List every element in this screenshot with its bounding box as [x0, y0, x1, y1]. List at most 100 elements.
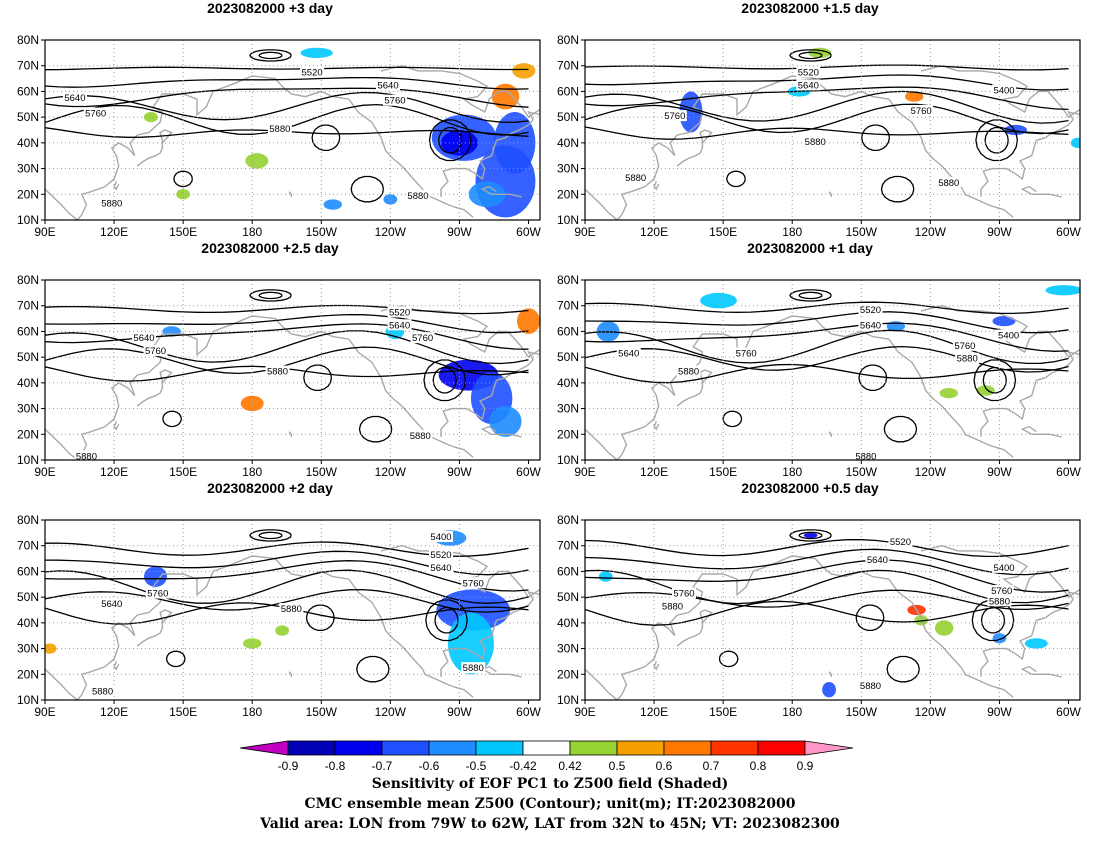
contour-label: 5640 [860, 320, 881, 331]
colorbar-swatch [569, 740, 618, 756]
z500-contour [45, 346, 529, 376]
z500-contour [585, 345, 1069, 373]
x-tick-label: 150W [306, 225, 338, 239]
x-tick-label: 150W [846, 705, 878, 719]
z500-contour [798, 531, 823, 540]
contour-label: 5520 [301, 67, 322, 78]
z500-contour [973, 359, 1017, 402]
coastline [828, 671, 832, 677]
contour-label-bg [461, 662, 486, 674]
contour-label: 5400 [430, 532, 451, 543]
x-tick-label: 120W [915, 225, 947, 239]
x-tick-label: 90E [34, 225, 55, 239]
colorbar-label: 0.8 [750, 759, 767, 773]
sensitivity-shading [275, 625, 290, 636]
x-tick-label: 90W [447, 705, 472, 719]
contour-label-bg [987, 595, 1012, 607]
colorbar-swatch [710, 740, 759, 756]
x-tick-label: 90W [447, 225, 472, 239]
z500-contour [303, 364, 333, 392]
contour-label-bg [83, 107, 108, 119]
contour-label: 5880 [281, 604, 302, 615]
x-tick-label: 90E [34, 705, 55, 719]
y-tick-label: 50N [557, 110, 579, 124]
sensitivity-shading [822, 682, 836, 698]
z500-contour [305, 604, 335, 632]
sensitivity-shading [992, 633, 1007, 644]
z500-contour [45, 91, 529, 123]
z500-contour [45, 76, 529, 90]
colorbar-legend: -0.9 -0.8 -0.7 -0.6 -0.5 -0.42 0.42 0.5 0.6 0.7 0.… [240, 740, 854, 773]
contour-label-bg [992, 561, 1017, 573]
z500-contour [585, 548, 1069, 576]
sensitivity-shading [491, 83, 520, 110]
contour-label: 5880 [957, 354, 978, 365]
sensitivity-shading [176, 189, 191, 200]
x-tick-label: 150W [306, 465, 338, 479]
contour-label-bg [909, 105, 934, 116]
coastline [653, 421, 660, 431]
sensitivity-shading [598, 571, 613, 582]
y-tick-label: 60N [557, 84, 579, 98]
y-tick-label: 50N [557, 350, 579, 364]
coastline [1020, 185, 1062, 198]
z500-contour [45, 87, 529, 108]
x-tick-label: 120W [915, 465, 947, 479]
z500-contour [45, 304, 529, 315]
contour-label-bg [936, 177, 961, 188]
z500-contour [585, 74, 1069, 91]
z500-contour [861, 124, 891, 152]
z500-contour [855, 604, 885, 632]
x-tick-label: 150W [306, 705, 338, 719]
z500-contour [798, 51, 823, 60]
contour-label: 5760 [664, 111, 685, 122]
contour-label-bg [996, 329, 1021, 341]
coastline [480, 665, 522, 678]
coastline [828, 431, 832, 437]
z500-contour [258, 531, 283, 540]
z500-contour [726, 170, 746, 188]
x-tick-label: 150E [169, 705, 197, 719]
y-tick-label: 40N [557, 136, 579, 150]
coastline [113, 421, 120, 431]
coastline [136, 369, 173, 407]
x-tick-label: 180 [242, 705, 262, 719]
z500-contour [45, 323, 529, 350]
x-tick-label: 150E [709, 225, 737, 239]
z500-contour [585, 301, 1069, 315]
x-tick-label: 90E [574, 465, 595, 479]
coastline [828, 191, 832, 197]
contour-label: 5880 [989, 596, 1010, 607]
x-tick-label: 60W [516, 705, 541, 719]
colorbar-label: -0.42 [509, 759, 537, 773]
contour-label-bg [734, 347, 759, 359]
x-tick-label: 60W [1056, 225, 1081, 239]
colorbar-swatch [663, 740, 712, 756]
contour-label-bg [279, 603, 304, 614]
x-tick-label: 60W [1056, 705, 1081, 719]
contour-label-bg [429, 531, 453, 542]
coastline [136, 609, 173, 647]
sensitivity-shading [300, 47, 333, 58]
z500-contour [585, 86, 1069, 111]
z500-contour [45, 330, 529, 365]
contour-label-bg [405, 189, 430, 201]
x-tick-label: 120W [375, 705, 407, 719]
y-tick-label: 10N [557, 693, 579, 707]
x-tick-label: 90E [574, 225, 595, 239]
map-panel-plus-1-day: 2023082000 +1 day 5520 5640 5400 5760 5760 58… [540, 240, 1082, 479]
contour-label-bg [989, 585, 1014, 596]
map-panel-plus-0.5-day: 2023082000 +0.5 day 5520 5640 5400 5760 5760… [540, 480, 1082, 719]
sensitivity-shading [803, 532, 818, 538]
y-tick-label: 40N [557, 376, 579, 390]
coastline [676, 609, 713, 647]
x-tick-label: 180 [782, 225, 802, 239]
sensitivity-shading [489, 406, 522, 437]
coastline [1020, 665, 1062, 678]
contour-label-bg [858, 680, 883, 692]
z500-contour [434, 606, 459, 634]
y-tick-label: 40N [17, 376, 39, 390]
colorbar-label: -0.7 [372, 759, 393, 773]
